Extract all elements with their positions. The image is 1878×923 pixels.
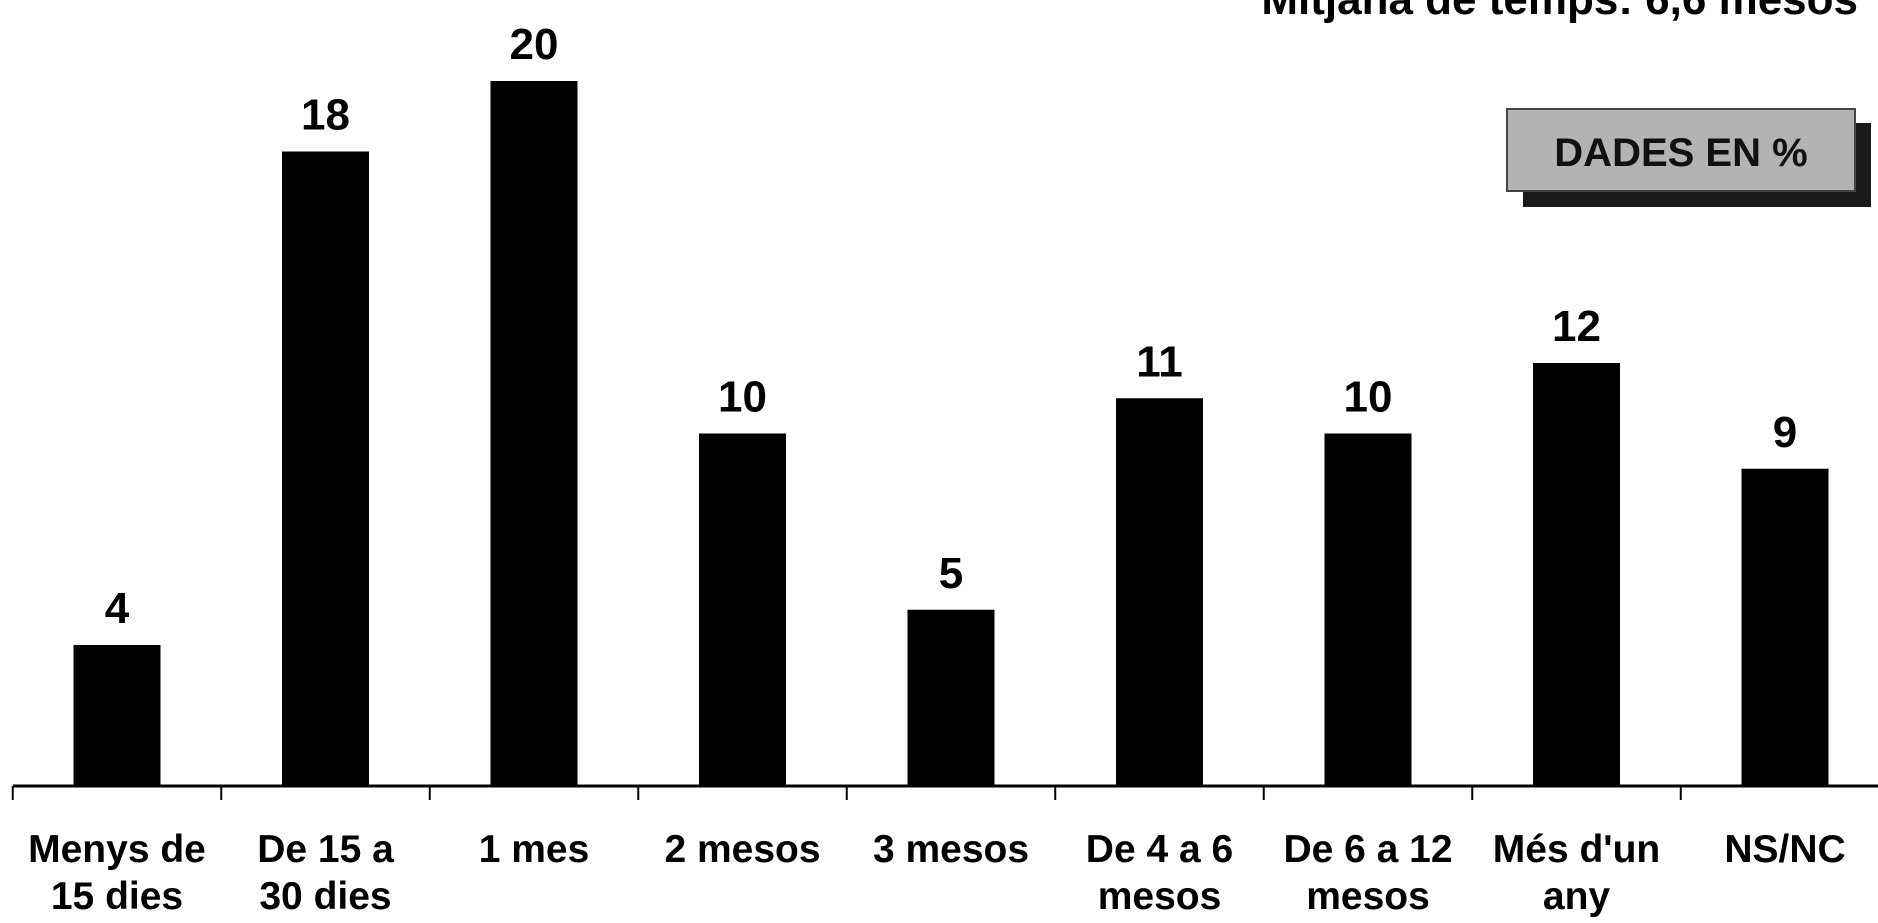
- x-tick-label: De 15 a 30 dies: [257, 828, 394, 918]
- data-label: 10: [718, 373, 767, 422]
- bar: [282, 151, 369, 786]
- data-label: 5: [939, 549, 963, 598]
- data-label: 4: [105, 584, 130, 633]
- x-tick-labels-group: Menys de 15 dies De 15 a 30 dies 1 mes 2 meso…: [28, 828, 1846, 918]
- bar: [1116, 398, 1203, 786]
- x-tick-label-line: 2 mesos: [664, 828, 820, 871]
- value-labels-group: 4 18 20 10 5 11 10 12 9: [105, 20, 1797, 633]
- x-tick-label-line: Menys de: [28, 828, 206, 871]
- x-tick-label-line: De 6 a 12: [1283, 828, 1452, 871]
- bar: [699, 433, 786, 786]
- x-tick-label-line: mesos: [1098, 875, 1222, 918]
- bar: [1324, 433, 1412, 786]
- bar: [907, 609, 995, 786]
- x-tick-label: Menys de 15 dies: [28, 828, 206, 918]
- x-tick-label-line: De 15 a: [257, 828, 394, 871]
- x-tick-label-line: 1 mes: [479, 828, 590, 871]
- x-tick-label-line: 3 mesos: [873, 828, 1029, 871]
- data-label: 18: [301, 91, 350, 140]
- chart-title: Mitjana de temps: 6,6 mesos: [1261, 0, 1858, 24]
- x-tick-label: 1 mes: [479, 828, 590, 871]
- badge-box: [1506, 108, 1856, 192]
- x-tick-label-line: mesos: [1306, 875, 1430, 918]
- x-tick-label-line: De 4 a 6: [1086, 828, 1233, 871]
- bar: [490, 81, 578, 786]
- x-tick-label-line: any: [1543, 875, 1611, 918]
- x-tick-label: Més d'un any: [1493, 828, 1660, 918]
- bar: [1533, 363, 1620, 786]
- x-axis: [11, 784, 1878, 800]
- data-label: 20: [510, 20, 559, 69]
- data-label: 9: [1773, 408, 1797, 457]
- x-tick-label-line: 30 dies: [259, 875, 391, 918]
- x-tick-label-line: NS/NC: [1724, 828, 1845, 871]
- bar: [73, 645, 161, 786]
- data-label: 11: [1136, 337, 1183, 386]
- x-tick-label: 2 mesos: [664, 828, 820, 871]
- badge-label: DADES EN %: [1554, 131, 1807, 175]
- x-tick-label: NS/NC: [1724, 828, 1845, 871]
- badge: DADES EN %: [1506, 108, 1871, 207]
- x-tick-label: 3 mesos: [873, 828, 1029, 871]
- data-label: 10: [1344, 373, 1393, 422]
- x-tick-label: De 4 a 6 mesos: [1086, 828, 1233, 918]
- data-label: 12: [1552, 302, 1601, 351]
- x-tick-label: De 6 a 12 mesos: [1283, 828, 1452, 918]
- bar: [1741, 468, 1829, 786]
- bars-group: [73, 81, 1829, 786]
- x-tick-label-line: Més d'un: [1493, 828, 1660, 871]
- x-tick-label-line: 15 dies: [51, 875, 183, 918]
